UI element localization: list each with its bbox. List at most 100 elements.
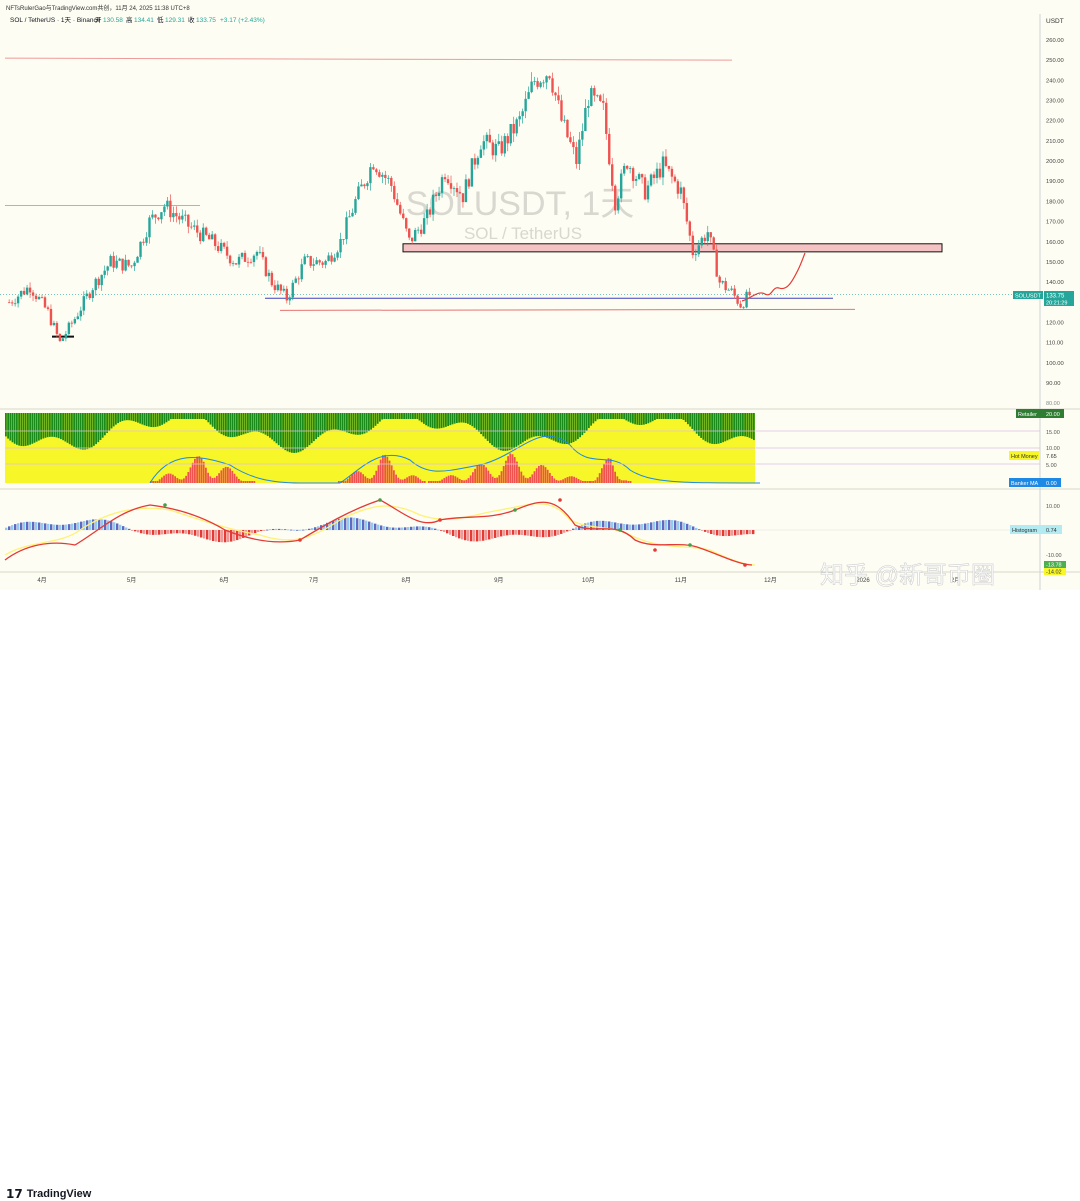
chart-frame: NFTsRulerGao与TradingView.com共创，11月 24, 2… bbox=[0, 0, 1080, 590]
candle-body bbox=[196, 225, 199, 233]
price-tick-120: 120.00 bbox=[1046, 320, 1064, 326]
histogram-bar bbox=[122, 526, 125, 530]
retailer-bar bbox=[456, 413, 458, 424]
hot-money-bar bbox=[614, 471, 616, 483]
candle-body bbox=[166, 200, 169, 207]
histogram-bar bbox=[602, 520, 605, 530]
retailer-bar bbox=[746, 413, 749, 437]
candle-body bbox=[148, 217, 151, 238]
retailer-bar bbox=[225, 413, 227, 437]
price-tick-200: 200.00 bbox=[1046, 159, 1064, 165]
retailer-bar bbox=[244, 413, 247, 434]
histogram-bar bbox=[245, 530, 248, 537]
retailer-bar bbox=[42, 413, 45, 439]
retailer-bar bbox=[310, 413, 313, 444]
histogram-bar bbox=[95, 519, 98, 530]
histogram-bar bbox=[227, 530, 230, 543]
retailer-bar bbox=[517, 413, 520, 446]
histogram-bar bbox=[290, 529, 293, 531]
histogram-tag: Histogram 0.74 bbox=[1010, 525, 1062, 534]
hot-money-bar bbox=[494, 477, 496, 483]
retailer-bar bbox=[537, 413, 540, 437]
hot-money-bar bbox=[430, 481, 432, 483]
histogram-bar bbox=[542, 530, 545, 538]
hot-money-bar bbox=[355, 471, 358, 483]
retailer-bar bbox=[665, 413, 667, 419]
histogram-bar bbox=[467, 530, 470, 541]
histogram-bar bbox=[257, 530, 260, 533]
time-axis[interactable]: 4月 5月 6月 7月 8月 9月 10月 11月 12月 2026 2月 bbox=[37, 577, 960, 584]
candle-body bbox=[357, 186, 360, 200]
retailer-bar bbox=[533, 413, 535, 437]
candle-body bbox=[688, 221, 692, 236]
hot-money-bar bbox=[401, 479, 404, 483]
hot-money-bar bbox=[480, 463, 483, 483]
hot-money-bar bbox=[629, 481, 632, 483]
candle-body bbox=[190, 226, 193, 228]
candle-body bbox=[118, 258, 121, 261]
retailer-bar bbox=[363, 413, 366, 434]
candle-body bbox=[536, 81, 539, 87]
retailer-bar bbox=[583, 413, 586, 433]
histogram-bar bbox=[608, 521, 611, 530]
retailer-bar bbox=[407, 413, 410, 419]
candle-body bbox=[202, 227, 205, 242]
candle-body bbox=[602, 100, 605, 103]
hot-money-bar bbox=[452, 475, 454, 483]
retailer-bar bbox=[451, 413, 454, 425]
retailer-bar bbox=[255, 413, 258, 432]
tradingview-brand: TradingView bbox=[26, 1188, 92, 1200]
retailer-bar bbox=[73, 413, 75, 447]
candle-body bbox=[431, 194, 435, 215]
hot-money-bar bbox=[366, 478, 369, 483]
retailer-bar bbox=[7, 413, 9, 439]
retailer-bar bbox=[590, 413, 592, 426]
retailer-bar bbox=[119, 413, 122, 422]
hot-money-bar bbox=[601, 468, 603, 483]
candle-body bbox=[243, 252, 247, 262]
hot-money-bar bbox=[251, 481, 253, 483]
candle-body bbox=[646, 185, 650, 200]
histogram-bar bbox=[650, 522, 653, 530]
symbol-line[interactable]: SOL / TetherUS · 1天 · Binance bbox=[10, 16, 101, 24]
candle-body bbox=[273, 285, 277, 291]
candle-body bbox=[351, 212, 354, 217]
histogram-bar bbox=[482, 530, 485, 541]
retailer-bar bbox=[57, 413, 60, 439]
candle-body bbox=[255, 251, 259, 256]
price-axis[interactable]: 90.00100.00110.00120.00130.00140.00150.0… bbox=[1046, 38, 1064, 387]
histogram-bar bbox=[575, 527, 578, 530]
candle-body bbox=[622, 165, 626, 174]
retailer-bar bbox=[427, 413, 430, 427]
month-tick-6: 10月 bbox=[582, 577, 595, 584]
retailer-tag-bg bbox=[1016, 409, 1064, 418]
histogram-bar bbox=[494, 530, 497, 538]
histogram-bar bbox=[152, 530, 155, 535]
ohlc-high-value: 134.41 bbox=[134, 17, 154, 24]
tradingview-logo[interactable]: 17 TradingView bbox=[6, 1187, 91, 1201]
histogram-bar bbox=[242, 530, 245, 538]
histogram-bar bbox=[683, 522, 686, 530]
price-tick-250: 250.00 bbox=[1046, 58, 1064, 64]
histogram-bar bbox=[500, 530, 503, 537]
histogram-bar bbox=[689, 525, 692, 530]
retailer-bar bbox=[429, 413, 432, 428]
histogram-bar bbox=[392, 527, 395, 530]
candle-body bbox=[685, 203, 689, 222]
histogram-bar bbox=[314, 527, 317, 530]
ohlc-open-value: 130.58 bbox=[103, 17, 123, 24]
histogram-bar bbox=[512, 530, 515, 535]
retailer-bar bbox=[64, 413, 67, 442]
retailer-bar bbox=[711, 413, 713, 444]
banker-tag-label: Banker MA bbox=[1011, 481, 1039, 487]
retailer-bar bbox=[141, 413, 144, 425]
candle-body bbox=[339, 239, 342, 253]
hot-money-bar bbox=[469, 475, 472, 483]
header-symbol-row[interactable]: SOL / TetherUS · 1天 · Binance 开 130.58 高… bbox=[10, 15, 265, 24]
histogram-tag-bg bbox=[1010, 525, 1062, 534]
retailer-bar bbox=[108, 413, 111, 431]
macd-cross-dot bbox=[378, 498, 382, 502]
resistance-line-250 bbox=[4, 57, 733, 61]
retailer-bar bbox=[579, 413, 581, 438]
retailer-bar bbox=[614, 413, 617, 419]
